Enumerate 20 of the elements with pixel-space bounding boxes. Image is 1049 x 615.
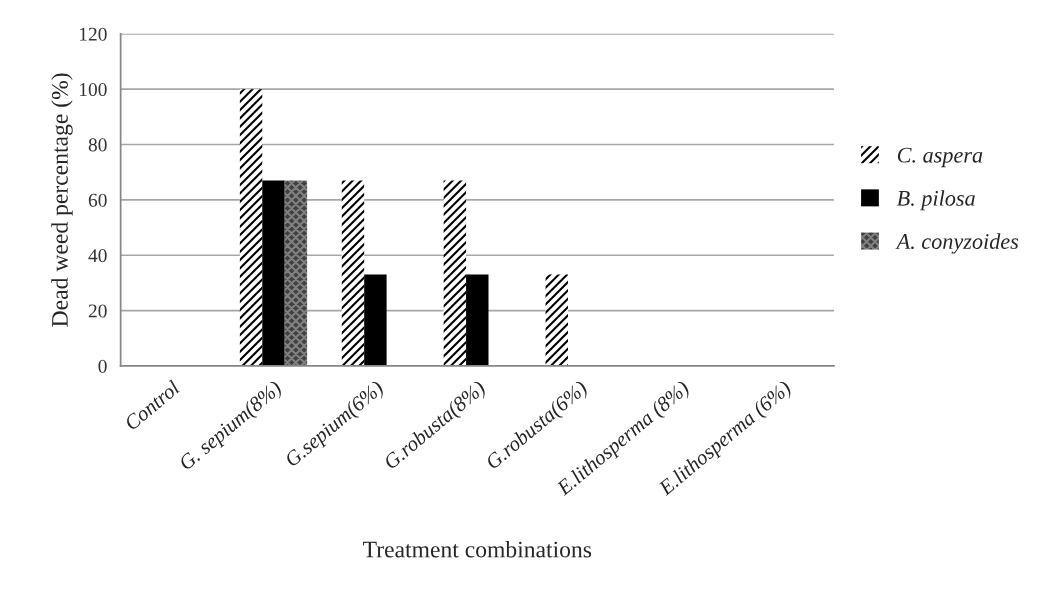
y-tick-label: 100 [79,82,107,97]
bar [341,180,365,366]
legend-label: C. aspera [897,147,983,168]
y-tick-label: 0 [98,359,107,373]
bar [284,180,308,366]
x-axis-title: Treatment combinations [363,540,592,558]
legend-label: B. pilosa [896,190,975,211]
bar [364,274,387,366]
y-axis-title: Dead weed percentage (%) [51,73,73,327]
bar [239,89,263,366]
y-tick-label: 40 [88,249,107,263]
legend-label: A. conyzoides [895,233,1019,254]
y-tick-label: 60 [88,193,107,207]
bar [545,274,568,366]
y-tick-label: 20 [88,304,107,318]
y-tick-label: 120 [79,27,107,41]
bar [466,274,489,366]
bar [443,180,467,366]
y-tick-label: 80 [88,138,107,152]
bar [262,180,285,366]
